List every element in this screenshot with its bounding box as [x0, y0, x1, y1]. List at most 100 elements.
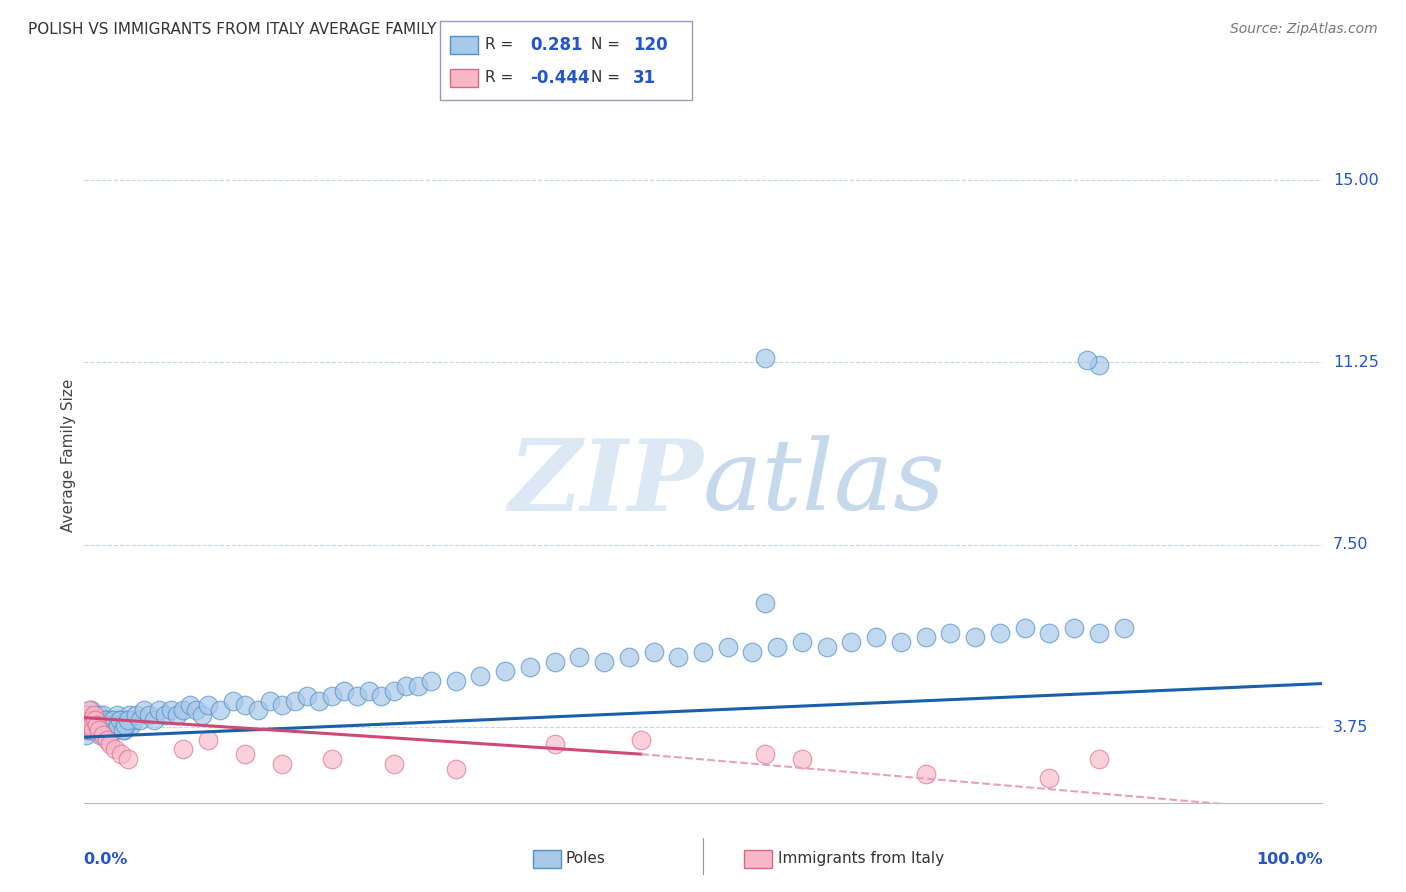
Point [1014, 621, 1036, 635]
Point [80, 718, 103, 732]
Point [75, 713, 97, 727]
Point [76, 708, 98, 723]
Point [75, 728, 97, 742]
Point [86, 718, 108, 732]
Point [209, 703, 232, 717]
Point [568, 649, 591, 664]
Point [197, 698, 219, 713]
Point [98, 718, 121, 732]
Point [271, 698, 294, 713]
Point [107, 718, 129, 732]
Point [741, 645, 763, 659]
Point [519, 659, 541, 673]
Point [96, 718, 118, 732]
Text: 3.75: 3.75 [1333, 720, 1368, 735]
Point [988, 625, 1011, 640]
Point [295, 689, 318, 703]
Point [77, 718, 100, 732]
Point [93, 723, 115, 737]
Point [100, 713, 122, 727]
Point [1063, 621, 1085, 635]
Point [83, 713, 105, 727]
Point [766, 640, 789, 654]
Point [717, 640, 740, 654]
Point [259, 693, 281, 707]
Text: POLISH VS IMMIGRANTS FROM ITALY AVERAGE FAMILY SIZE CORRELATION CHART: POLISH VS IMMIGRANTS FROM ITALY AVERAGE … [28, 22, 645, 37]
Point [308, 693, 330, 707]
Point [494, 665, 516, 679]
Point [382, 684, 405, 698]
Point [246, 703, 269, 717]
Point [104, 723, 127, 737]
Point [470, 669, 492, 683]
Point [90, 718, 112, 732]
Point [692, 645, 714, 659]
Text: Immigrants from Italy: Immigrants from Italy [778, 852, 943, 866]
Point [841, 635, 863, 649]
Point [103, 718, 125, 732]
Point [115, 713, 138, 727]
Point [408, 679, 430, 693]
Point [233, 698, 256, 713]
Text: Source: ZipAtlas.com: Source: ZipAtlas.com [1230, 22, 1378, 37]
Point [233, 747, 256, 761]
Point [98, 713, 121, 727]
Point [890, 635, 912, 649]
Point [87, 718, 110, 732]
Point [77, 718, 100, 732]
Point [444, 674, 467, 689]
Point [89, 708, 111, 723]
Point [138, 708, 160, 723]
Point [112, 723, 135, 737]
Text: 0.281: 0.281 [530, 36, 582, 54]
Point [104, 742, 127, 756]
Point [117, 752, 139, 766]
Point [82, 723, 104, 737]
Point [197, 732, 219, 747]
Point [110, 747, 132, 761]
Point [82, 713, 104, 727]
Point [79, 703, 101, 717]
Point [333, 684, 356, 698]
Point [172, 703, 194, 717]
Point [97, 723, 120, 737]
Point [98, 738, 121, 752]
Point [1038, 772, 1060, 786]
Point [110, 718, 132, 732]
Text: 0.0%: 0.0% [83, 852, 128, 866]
Point [83, 708, 105, 723]
Point [77, 718, 100, 732]
Point [419, 674, 441, 689]
Point [284, 693, 307, 707]
Point [1088, 358, 1111, 372]
Point [1088, 752, 1111, 766]
Point [118, 708, 141, 723]
Point [96, 732, 118, 747]
Point [114, 718, 136, 732]
Point [1038, 625, 1060, 640]
Point [1088, 625, 1111, 640]
Point [132, 703, 155, 717]
Point [166, 708, 188, 723]
Point [148, 703, 170, 717]
Point [89, 728, 111, 742]
Point [79, 713, 101, 727]
Point [80, 718, 103, 732]
Point [754, 596, 776, 610]
Point [815, 640, 838, 654]
Point [321, 689, 343, 703]
Point [965, 631, 987, 645]
Point [108, 713, 131, 727]
Point [1076, 353, 1098, 368]
Point [105, 708, 128, 723]
Point [754, 351, 776, 365]
Point [630, 732, 652, 747]
Point [914, 631, 936, 645]
Text: atlas: atlas [703, 435, 946, 531]
Point [593, 655, 616, 669]
Point [120, 718, 142, 732]
Point [76, 723, 98, 737]
Point [543, 738, 565, 752]
Point [84, 713, 107, 727]
Text: 100.0%: 100.0% [1256, 852, 1323, 866]
